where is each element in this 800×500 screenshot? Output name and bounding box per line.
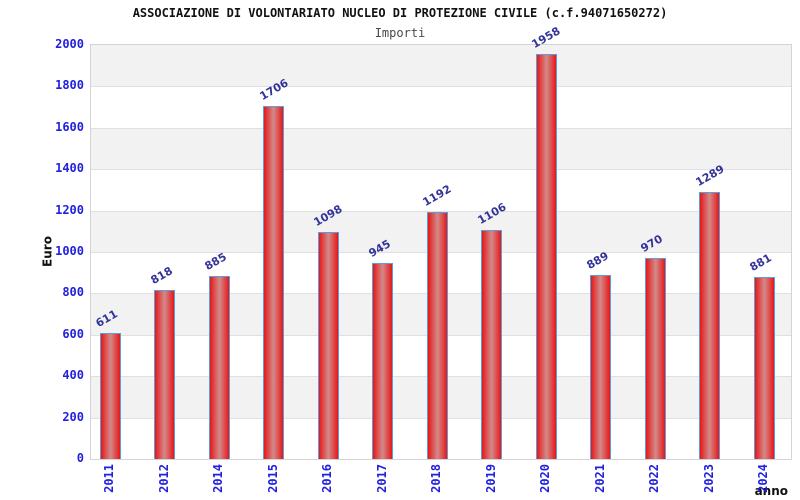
chart-title: ASSOCIAZIONE DI VOLONTARIATO NUCLEO DI P… xyxy=(132,6,668,20)
bar-2015 xyxy=(263,105,284,459)
bar-2023 xyxy=(699,192,720,459)
y-tick-label: 400 xyxy=(62,368,84,383)
x-tick-label: 2011 xyxy=(102,464,116,493)
chart-subtitle: Importi xyxy=(374,26,426,40)
bar-2011 xyxy=(99,332,121,459)
bar-2018 xyxy=(426,212,448,459)
bar-2024 xyxy=(753,276,775,459)
x-tick-label: 2012 xyxy=(156,464,171,493)
grid-band xyxy=(91,86,791,128)
bar-2017 xyxy=(372,263,393,459)
bar-2022 xyxy=(644,258,666,459)
x-tick-label: 2018 xyxy=(429,464,443,493)
y-tick-label: 1600 xyxy=(55,119,84,134)
bar-2012 xyxy=(154,289,175,459)
y-tick-label: 1200 xyxy=(55,202,84,217)
x-tick-label: 2015 xyxy=(265,464,280,493)
plot-area: 611 818 885 1706 1098 945 1192 1106 1958 889 970 12… xyxy=(90,24,792,460)
bar-2016 xyxy=(317,231,339,459)
y-tick-label: 1400 xyxy=(55,161,84,176)
y-tick-label: 2000 xyxy=(55,37,84,51)
x-tick-label: 2022 xyxy=(647,464,661,493)
x-tick-label: 2021 xyxy=(592,464,607,493)
x-tick-label: 2023 xyxy=(701,464,716,493)
x-axis-label: anno xyxy=(754,484,788,498)
grid-band xyxy=(91,45,791,87)
y-tick-label: 0 xyxy=(76,451,84,465)
bar-2014 xyxy=(208,275,230,459)
grid-band xyxy=(91,169,791,211)
bar-2019 xyxy=(481,230,502,459)
y-tick-label: 1800 xyxy=(55,78,84,93)
bar-2020 xyxy=(535,53,557,459)
x-tick-label: 2019 xyxy=(483,464,498,493)
x-tick-label: 2024 xyxy=(756,464,770,493)
x-tick-label: 2020 xyxy=(538,464,552,493)
y-tick-label: 600 xyxy=(62,326,84,341)
x-tick-label: 2016 xyxy=(320,464,334,493)
y-tick-label: 1000 xyxy=(55,244,84,258)
x-tick-label: 2014 xyxy=(211,464,225,493)
y-tick-label: 200 xyxy=(62,409,84,424)
x-tick-label: 2017 xyxy=(374,464,389,493)
y-tick-label: 800 xyxy=(62,285,84,300)
bar-2021 xyxy=(590,274,611,459)
grid-band xyxy=(91,127,791,170)
